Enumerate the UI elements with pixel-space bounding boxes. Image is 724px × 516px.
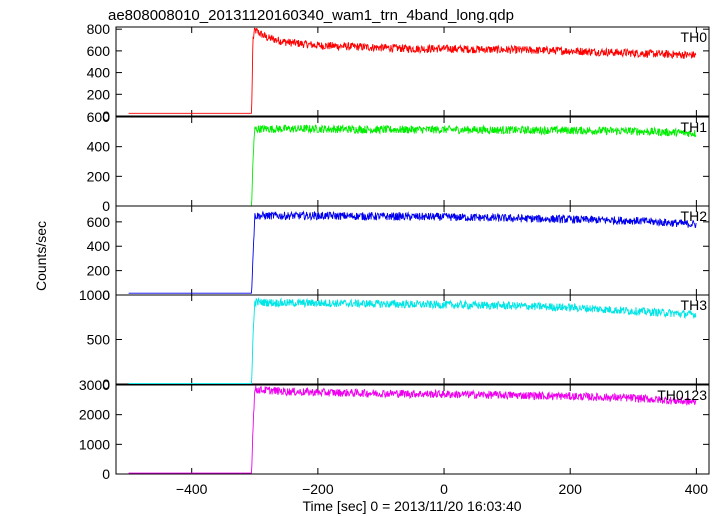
panel-frame (115, 384, 710, 475)
y-tick-label: 800 (87, 21, 111, 37)
x-tick-label: 200 (559, 481, 583, 497)
y-tick-label: 200 (87, 168, 111, 184)
y-tick-label: 500 (87, 332, 111, 348)
panel-th0: 0 200 400 600 800 TH0 (87, 21, 710, 124)
y-tick-label: 400 (87, 139, 111, 155)
panel-label: TH1 (681, 119, 708, 135)
y-tick-label: 600 (87, 109, 111, 125)
series-line-th1 (128, 123, 697, 207)
x-tick-label: 400 (685, 481, 709, 497)
x-axis-label: Time [sec] 0 = 2013/11/20 16:03:40 (302, 498, 521, 514)
panel-th3: 0 500 1000 TH3 (79, 287, 710, 392)
x-tick-label: 0 (440, 481, 448, 497)
panel-label: TH0 (681, 29, 708, 45)
panel-th1: 0 200 400 600 TH1 (87, 109, 710, 214)
panel-label: TH0123 (657, 387, 707, 403)
y-tick-label: 0 (102, 198, 110, 214)
y-axis-label: Counts/sec (33, 221, 49, 291)
y-tick-label: 2000 (79, 407, 110, 423)
y-tick-label: 3000 (79, 377, 110, 393)
x-tick-label: −400 (176, 481, 208, 497)
panel-frame (115, 26, 710, 117)
panel-label: TH3 (681, 297, 708, 313)
y-tick-label: 200 (87, 263, 111, 279)
series-line-th0 (128, 27, 697, 114)
panel-th0123: 0 1000 2000 3000 TH0123 (79, 377, 710, 482)
series-line-th0123 (128, 385, 697, 474)
panel-th2: 0 200 400 600 TH2 (87, 205, 710, 303)
series-line-th3 (128, 297, 697, 385)
y-tick-label: 600 (87, 43, 111, 59)
x-tick-label: −200 (302, 481, 334, 497)
y-tick-label: 600 (87, 214, 111, 230)
chart-title: ae808008010_20131120160340_wam1_trn_4ban… (108, 7, 514, 24)
y-tick-label: 400 (87, 238, 111, 254)
panel-label: TH2 (681, 208, 708, 224)
panel-frame (115, 116, 710, 207)
y-tick-label: 0 (102, 466, 110, 482)
y-tick-label: 1000 (79, 436, 110, 452)
panels-layer: 0 200 400 600 800 TH0 0 200 400 600 TH1 0 200 400 600 T… (79, 21, 710, 497)
y-tick-label: 0 (102, 287, 110, 303)
y-tick-label: 0 (102, 108, 110, 124)
y-tick-label: 200 (87, 86, 111, 102)
y-tick-label: 0 (102, 376, 110, 392)
series-line-th2 (128, 210, 697, 294)
y-tick-label: 1000 (79, 287, 110, 303)
y-tick-label: 400 (87, 65, 111, 81)
